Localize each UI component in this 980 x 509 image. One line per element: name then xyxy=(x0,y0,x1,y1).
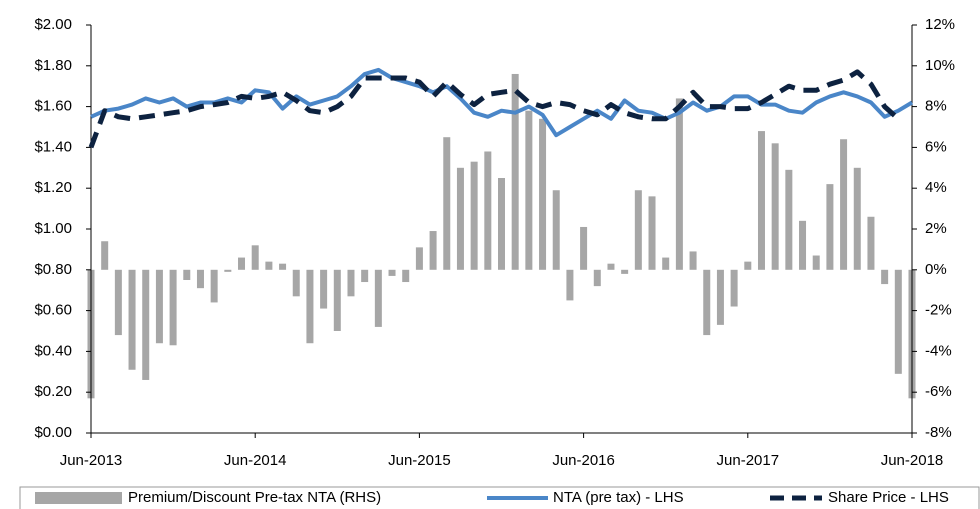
bar xyxy=(799,220,807,270)
bar xyxy=(881,269,889,285)
bar xyxy=(415,247,423,270)
y2-tick-label: 2% xyxy=(925,220,947,237)
bar xyxy=(101,241,109,270)
bar xyxy=(196,269,204,289)
bar xyxy=(853,167,861,270)
bar xyxy=(292,269,300,297)
y-tick-label: $1.40 xyxy=(34,138,72,155)
bar xyxy=(169,269,177,346)
bar xyxy=(894,269,902,374)
bar xyxy=(757,131,765,270)
y-tick-label: $1.60 xyxy=(34,98,72,115)
bar xyxy=(662,257,670,270)
bar xyxy=(634,190,642,270)
bar xyxy=(470,161,478,270)
legend-label: Premium/Discount Pre-tax NTA (RHS) xyxy=(128,489,381,506)
bar xyxy=(183,269,191,280)
bar xyxy=(498,178,505,270)
bar xyxy=(826,184,834,270)
bar xyxy=(347,269,355,297)
bar xyxy=(306,269,314,344)
bar xyxy=(771,143,779,270)
bar xyxy=(210,269,218,303)
bar xyxy=(224,269,232,272)
bar xyxy=(388,269,396,276)
bar xyxy=(333,269,341,331)
bar xyxy=(840,139,848,270)
bar xyxy=(552,190,560,270)
y2-tick-label: -6% xyxy=(925,383,952,400)
bar xyxy=(566,269,574,301)
bar xyxy=(114,269,122,336)
bar xyxy=(456,167,464,270)
y2-tick-label: 12% xyxy=(925,16,955,33)
bar xyxy=(607,263,615,270)
bar xyxy=(785,169,793,270)
y-tick-label: $1.00 xyxy=(34,220,72,237)
bar xyxy=(703,269,711,336)
x-tick-label: Jun-2014 xyxy=(224,452,287,469)
legend-swatch xyxy=(35,492,122,504)
bar xyxy=(867,216,875,270)
bar xyxy=(265,261,273,270)
legend-label: NTA (pre tax) - LHS xyxy=(553,489,684,506)
line xyxy=(90,67,914,138)
bar xyxy=(320,269,328,309)
legend-label: Share Price - LHS xyxy=(828,489,949,506)
x-tick-label: Jun-2013 xyxy=(60,452,123,469)
y2-tick-label: 6% xyxy=(925,138,947,155)
bar xyxy=(402,269,410,283)
bar xyxy=(689,251,697,270)
legend-box xyxy=(19,486,980,509)
y-tick-label: $0.20 xyxy=(34,383,72,400)
bar xyxy=(511,73,519,270)
bar xyxy=(238,257,246,270)
y2-tick-label: 10% xyxy=(925,57,955,74)
y-tick-label: $0.40 xyxy=(34,342,72,359)
bar xyxy=(525,110,533,270)
y2-tick-label: 8% xyxy=(925,98,947,115)
bar xyxy=(142,269,150,380)
x-tick-label: Jun-2016 xyxy=(552,452,615,469)
bar xyxy=(128,269,136,370)
bar xyxy=(279,263,287,270)
y2-tick-label: -8% xyxy=(925,424,952,441)
bar xyxy=(675,98,683,270)
dashed-line xyxy=(88,69,900,149)
bar xyxy=(443,137,451,270)
bar xyxy=(621,269,629,274)
bar xyxy=(593,269,601,287)
y-tick-label: $2.00 xyxy=(34,16,72,33)
bar xyxy=(580,226,588,270)
y-tick-label: $1.20 xyxy=(34,179,72,196)
bar xyxy=(744,261,752,270)
bar xyxy=(429,231,437,270)
x-tick-label: Jun-2017 xyxy=(717,452,780,469)
bar xyxy=(539,118,547,270)
x-tick-label: Jun-2015 xyxy=(388,452,451,469)
x-tick-label: Jun-2018 xyxy=(881,452,944,469)
y-tick-label: $0.00 xyxy=(34,424,72,441)
bar xyxy=(155,269,163,344)
y-tick-label: $1.80 xyxy=(34,57,72,74)
y2-tick-label: -4% xyxy=(925,342,952,359)
y-tick-label: $0.60 xyxy=(34,302,72,319)
bar xyxy=(484,151,492,270)
y2-tick-label: 0% xyxy=(925,261,947,278)
bar xyxy=(374,269,382,327)
bar xyxy=(716,269,724,325)
bar xyxy=(812,255,820,270)
y2-tick-label: 4% xyxy=(925,179,947,196)
y2-tick-label: -2% xyxy=(925,302,952,319)
bar xyxy=(251,245,259,270)
y-tick-label: $0.80 xyxy=(34,261,72,278)
bar xyxy=(730,269,738,307)
bar xyxy=(648,196,656,270)
bar xyxy=(361,269,369,283)
